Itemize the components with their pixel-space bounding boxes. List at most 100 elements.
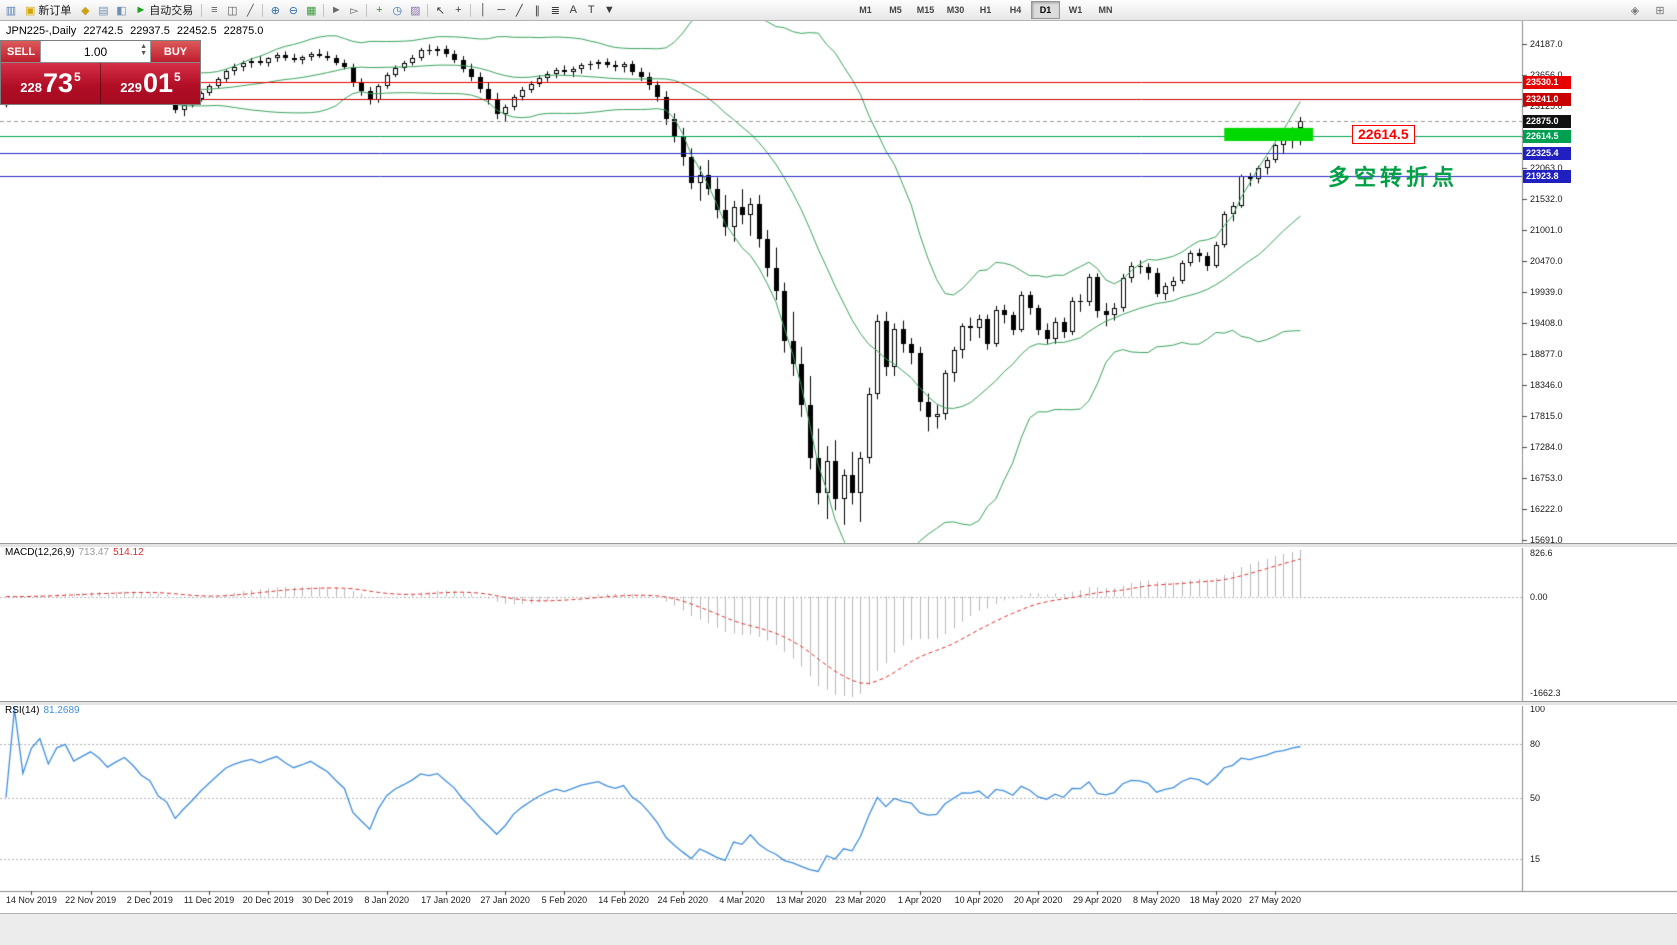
time-axis-area[interactable] xyxy=(0,891,1677,913)
toolbar-separator xyxy=(470,3,472,17)
rsi-name: RSI(14) xyxy=(5,705,40,716)
timeframe-h4-button[interactable]: H4 xyxy=(1009,5,1022,15)
ohlc-close: 22875.0 xyxy=(223,25,264,37)
rsi-indicator-label: RSI(14) 81.2689 xyxy=(5,705,80,716)
macd-main-value: 713.47 xyxy=(78,547,110,558)
template-icon[interactable]: ▨ xyxy=(406,2,424,19)
text-label-icon-glyph: T xyxy=(587,4,595,16)
buy-price-fraction: 5 xyxy=(174,70,181,84)
auto-scroll-icon[interactable]: ► xyxy=(327,2,345,19)
timeframe-m1-button[interactable]: M1 xyxy=(859,5,872,15)
trendline-icon[interactable]: ╱ xyxy=(510,2,528,19)
text-label-icon[interactable]: T xyxy=(582,2,600,19)
turning-point-annotation[interactable]: 多空转折点 xyxy=(1328,165,1459,190)
volume-field[interactable]: 1.00 ▲ ▼ xyxy=(41,41,150,62)
new-chart-icon[interactable]: + xyxy=(370,2,388,19)
timeframe-h1-button[interactable]: H1 xyxy=(979,5,992,15)
buy-price-big-digits: 01 xyxy=(142,68,174,98)
toolbar-separator xyxy=(323,3,325,17)
fibonacci-icon-glyph: ≣ xyxy=(550,4,560,17)
new-order-button-glyph: ▣ xyxy=(25,4,36,17)
vertical-line-icon[interactable]: │ xyxy=(474,2,492,19)
autotrading-button-glyph: ► xyxy=(135,4,147,16)
autotrading-button[interactable]: ► 自动交易 xyxy=(130,1,198,19)
period-dropdown-icon-glyph: ◷ xyxy=(392,4,403,17)
tile-windows-icon-glyph: ▦ xyxy=(306,4,317,17)
autotrading-button-label: 自动交易 xyxy=(149,5,194,17)
sell-button[interactable]: SELL xyxy=(1,41,41,62)
price-level-annotation-label[interactable]: 22614.5 xyxy=(1352,125,1415,144)
cursor-icon[interactable]: ↖ xyxy=(431,2,449,19)
line-chart-icon-glyph: ╱ xyxy=(246,4,254,17)
ohlc-bars-icon-glyph: ≡ xyxy=(211,4,218,16)
buy-price[interactable]: 229 01 5 xyxy=(101,63,200,104)
ohlc-low: 22452.5 xyxy=(176,25,217,37)
panel-divider-rsi[interactable] xyxy=(0,701,1677,706)
template-icon-glyph: ▨ xyxy=(410,4,421,17)
buy-button[interactable]: BUY xyxy=(150,41,200,62)
cursor-icon-glyph: ↖ xyxy=(435,4,445,17)
sell-price-fraction: 5 xyxy=(74,70,81,84)
timeframe-w1-button[interactable]: W1 xyxy=(1068,5,1083,15)
crosshair-icon[interactable]: + xyxy=(449,2,467,19)
text-icon[interactable]: A xyxy=(564,2,582,19)
period-dropdown-icon[interactable]: ◷ xyxy=(388,2,406,19)
timeframe-mn-button[interactable]: MN xyxy=(1098,5,1113,15)
volume-down-icon[interactable]: ▼ xyxy=(140,50,147,57)
crosshair-icon-glyph: + xyxy=(455,4,462,16)
line-chart-icon[interactable]: ╱ xyxy=(241,2,259,19)
timeframe-m15-button[interactable]: M15 xyxy=(916,5,935,15)
new-chart-icon-glyph: + xyxy=(376,4,383,16)
volume-spinner[interactable]: ▲ ▼ xyxy=(140,43,147,57)
vertical-line-icon-glyph: │ xyxy=(479,4,487,16)
horizontal-line-icon-glyph: ─ xyxy=(497,4,506,16)
arrows-dropdown-icon[interactable]: ▼ xyxy=(600,2,618,19)
timeframe-m5-button[interactable]: M5 xyxy=(889,5,902,15)
sell-price[interactable]: 228 73 5 xyxy=(1,63,101,104)
volume-value: 1.00 xyxy=(83,44,108,59)
text-icon-glyph: A xyxy=(569,4,577,16)
top-toolbar: ▥ ▣ 新订单 ◆ ▤ ◧ ► 自动交易 ≡ ◫ ╱ ⊕ ⊖ ▦ ► ▻ + ◷ ▨ ↖ + │ ─ ╱ ∥ ≣ A T ▼ M1 M5 M… xyxy=(0,0,1677,21)
terminal-icon-glyph: ▥ xyxy=(5,4,17,17)
profiles-icon[interactable]: ◆ xyxy=(76,2,94,19)
toolbar-separator xyxy=(201,3,203,17)
panel-divider-macd[interactable] xyxy=(0,543,1677,548)
equidistant-channel-icon[interactable]: ∥ xyxy=(528,2,546,19)
new-order-button-label: 新订单 xyxy=(38,5,72,17)
market-watch-icon[interactable]: ▤ xyxy=(94,2,112,19)
zoom-out-icon[interactable]: ⊖ xyxy=(284,2,302,19)
timeframe-m30-button[interactable]: M30 xyxy=(946,5,965,15)
candlestick-chart-icon[interactable]: ◫ xyxy=(223,2,241,19)
chart-symbol-period: JPN225-,Daily xyxy=(6,25,77,37)
indicator-window-icon[interactable]: ◈ xyxy=(1630,4,1640,17)
zoom-in-icon-glyph: ⊕ xyxy=(270,4,280,17)
navigator-icon-glyph: ◧ xyxy=(116,4,127,17)
auto-scroll-icon-glyph: ► xyxy=(330,4,342,16)
terminal-icon[interactable]: ▥ xyxy=(2,2,20,19)
macd-indicator-label: MACD(12,26,9) 713.47 514.12 xyxy=(5,547,144,558)
docking-icon[interactable]: ⊞ xyxy=(1655,4,1665,17)
toolbar-separator xyxy=(427,3,429,17)
zoom-out-icon-glyph: ⊖ xyxy=(288,4,298,17)
navigator-icon[interactable]: ◧ xyxy=(112,2,130,19)
horizontal-line-icon[interactable]: ─ xyxy=(492,2,510,19)
buy-price-prefix: 229 xyxy=(120,79,142,95)
trade-price-row: 228 73 5 229 01 5 xyxy=(1,63,200,104)
tile-windows-icon[interactable]: ▦ xyxy=(302,2,320,19)
volume-up-icon[interactable]: ▲ xyxy=(140,43,147,50)
timeframe-d1-button[interactable]: D1 xyxy=(1031,1,1060,19)
zoom-in-icon[interactable]: ⊕ xyxy=(266,2,284,19)
price-scale-area[interactable] xyxy=(1523,20,1677,891)
toolbar-separator xyxy=(366,3,368,17)
toolbar-separator xyxy=(262,3,264,17)
ohlc-bars-icon[interactable]: ≡ xyxy=(205,2,223,19)
market-watch-icon-glyph: ▤ xyxy=(98,4,109,17)
timeframe-toolbar: M1 M5 M15 M30 H1 H4 D1 W1 MN xyxy=(851,1,1120,19)
window-bottom-strip xyxy=(0,913,1677,945)
chart-shift-icon[interactable]: ▻ xyxy=(345,2,363,19)
fibonacci-icon[interactable]: ≣ xyxy=(546,2,564,19)
macd-signal-value: 514.12 xyxy=(113,547,144,558)
new-order-button[interactable]: ▣ 新订单 xyxy=(20,1,76,19)
